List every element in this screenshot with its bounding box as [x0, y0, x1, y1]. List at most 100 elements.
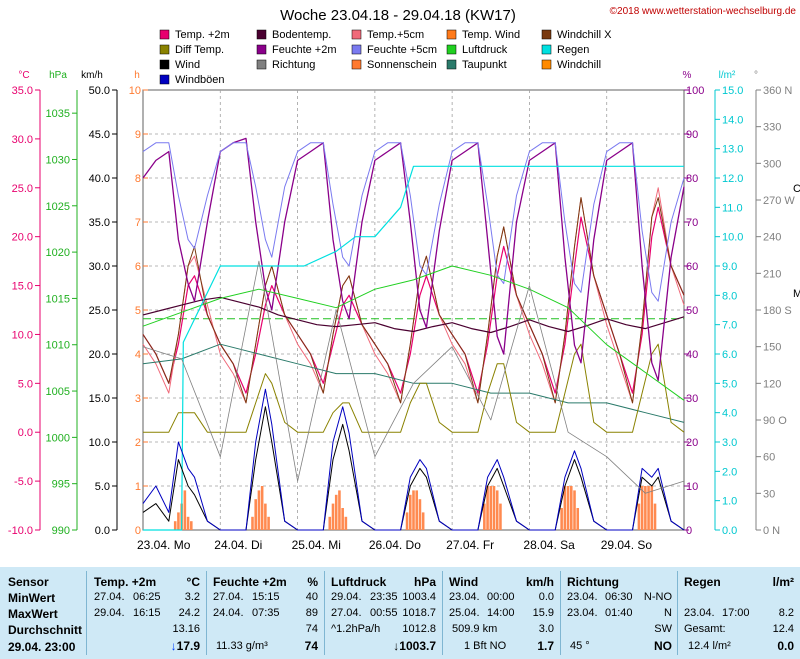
day-label: 25.04. Mi — [292, 538, 341, 552]
rain-total-label: Gesamt: — [684, 623, 726, 635]
row-label-avg: Durchschnitt — [8, 623, 83, 637]
h-tick: 0 — [135, 525, 141, 537]
sunshine-bar — [418, 499, 422, 530]
wind-tick: 30.0 — [89, 261, 110, 273]
pressure-current-value: 1003.7 — [399, 639, 436, 653]
legend-swatch — [351, 59, 362, 70]
rain-total-value: 12.4 — [772, 623, 794, 635]
sunshine-bar — [264, 503, 267, 530]
humidity-current-value: 74 — [304, 639, 318, 653]
series-luftdruck — [142, 265, 685, 401]
temp-tick: 35.0 — [12, 85, 33, 97]
temp-min-date: 27.04. — [94, 591, 125, 603]
sunshine-bar — [344, 516, 348, 530]
direction-header: Richtung — [567, 575, 619, 589]
rain-header: Regen — [684, 575, 721, 589]
temp-tick: 10.0 — [12, 329, 33, 341]
pressure-tick: 1035 — [46, 108, 70, 120]
humidity-tick: 70 — [686, 217, 698, 229]
sunshine-bar — [415, 490, 419, 530]
direction-min-date: 23.04. — [567, 591, 598, 603]
wind-min-date: 23.04. — [449, 591, 480, 603]
legend-label: Windchill X — [557, 29, 612, 41]
temp-tick: 0.0 — [18, 427, 33, 439]
pressure-tick: 1005 — [46, 386, 70, 398]
temp-unit: °C — [186, 575, 200, 589]
direction-max-time: 01:40 — [605, 607, 633, 619]
legend-swatch — [159, 59, 170, 70]
wind-tick: 40.0 — [89, 173, 110, 185]
pressure-tick: 1015 — [46, 293, 70, 305]
sensor-header: Sensor — [8, 575, 49, 589]
rain-tick: 9.0 — [722, 261, 737, 273]
sunshine-bar — [644, 486, 647, 530]
sunshine-bar — [412, 490, 415, 530]
sunshine-bar — [499, 503, 502, 530]
humidity-tick: 10 — [686, 481, 698, 493]
wind-tick: 10.0 — [89, 437, 110, 449]
legend-swatch — [541, 44, 552, 55]
humidity-min-date: 27.04. — [213, 591, 244, 603]
sunshine-bar — [341, 508, 344, 530]
legend-swatch — [159, 74, 170, 85]
sunshine-bar — [408, 494, 412, 530]
wind-tick: 50.0 — [89, 85, 110, 97]
wind-avg-value: 3.0 — [538, 623, 554, 635]
rain-tick: 0.0 — [722, 525, 737, 537]
humidity-max-date: 24.04. — [213, 607, 244, 619]
legend-swatch — [256, 44, 267, 55]
copyright[interactable]: ©2018 www.wetterstation-wechselburg.de — [610, 6, 797, 17]
day-label: 27.04. Fr — [446, 538, 494, 552]
temp-current: ↓17.9 — [140, 639, 200, 653]
humidity-avg-value: 74 — [305, 623, 318, 635]
direction-tick: 330 — [763, 122, 781, 134]
h-tick: 6 — [135, 261, 141, 273]
humidity-tick: 60 — [686, 261, 698, 273]
row-label-current: 29.04. 23:00 — [8, 640, 76, 654]
humidity-max-value: 89 — [305, 607, 318, 619]
rain-tick: 3.0 — [722, 437, 737, 449]
rain-tick: 14.0 — [722, 114, 743, 126]
pressure-avg-value: 1012.8 — [402, 623, 436, 635]
temp-max-value: 24.2 — [178, 607, 200, 619]
edge-letter-m: M — [793, 288, 800, 300]
temp-header: Temp. +2m — [94, 575, 157, 589]
humidity-tick: 50 — [686, 305, 698, 317]
sunshine-bar — [183, 490, 187, 530]
direction-tick: 360 N — [763, 85, 792, 97]
direction-max-value: N — [664, 607, 672, 619]
sunshine-bar — [190, 521, 193, 530]
legend-label: Bodentemp. — [272, 29, 331, 41]
pressure-max-date: 27.04. — [331, 607, 362, 619]
pressure-tick: 1010 — [46, 340, 70, 352]
wind-tick: 0.0 — [95, 525, 110, 537]
rain-tick: 6.0 — [722, 349, 737, 361]
pressure-min-time: 23:35 — [370, 591, 398, 603]
row-label-max: MaxWert — [8, 607, 58, 621]
sunshine-bar — [257, 490, 261, 530]
rain-tick: 15.0 — [722, 85, 743, 97]
legend-label: Temp. Wind — [462, 29, 520, 41]
temp-tick: -10.0 — [8, 525, 33, 537]
direction-tick: 60 — [763, 452, 775, 464]
legend: Temp. +2m Bodentemp. Temp.+5cm Temp. Wind Wi… — [159, 29, 612, 86]
axis-ticks: 35.030.025.020.015.010.05.00.0-5.0-10.01… — [8, 85, 795, 537]
pressure-min-date: 29.04. — [331, 591, 362, 603]
rain-max-value: 8.2 — [778, 607, 794, 619]
sunshine-bar — [328, 516, 332, 530]
rain-max-date: 23.04. — [684, 607, 715, 619]
wind-tick: 45.0 — [89, 129, 110, 141]
sunshine-bar — [637, 503, 641, 530]
series-regen — [143, 165, 684, 531]
day-label: 29.04. So — [601, 538, 653, 552]
unit-rain: l/m² — [719, 70, 736, 81]
wind-header: Wind — [449, 575, 479, 589]
humidity-max-time: 07:35 — [252, 607, 280, 619]
rain-tick: 13.0 — [722, 144, 743, 156]
rain-current-value: 0.0 — [777, 639, 794, 653]
legend-label: Taupunkt — [462, 59, 507, 71]
wind-max-date: 25.04. — [449, 607, 480, 619]
rain-max-time: 17:00 — [722, 607, 750, 619]
wind-distance: 509.9 km — [452, 623, 498, 635]
humidity-header: Feuchte +2m — [213, 575, 287, 589]
